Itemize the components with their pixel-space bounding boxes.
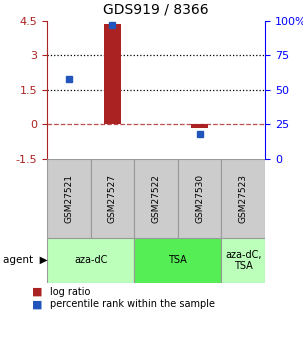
Bar [178,159,221,238]
Text: ■: ■ [32,299,42,309]
Text: GSM27527: GSM27527 [108,174,117,223]
Bar [91,159,134,238]
Bar [47,238,134,283]
Bar [134,159,178,238]
Text: aza-dC: aza-dC [74,256,107,265]
Bar [221,238,265,283]
Bar [104,24,121,124]
Bar [134,238,221,283]
Text: aza-dC,
TSA: aza-dC, TSA [225,250,261,271]
Text: ■: ■ [32,287,42,296]
Title: GDS919 / 8366: GDS919 / 8366 [103,3,209,17]
Text: GSM27521: GSM27521 [64,174,73,223]
Bar [191,124,208,128]
Bar [221,159,265,238]
Text: agent  ▶: agent ▶ [3,256,48,265]
Text: TSA: TSA [168,256,187,265]
Text: GSM27523: GSM27523 [239,174,248,223]
Text: GSM27530: GSM27530 [195,174,204,223]
Text: GSM27522: GSM27522 [152,174,161,223]
Text: percentile rank within the sample: percentile rank within the sample [50,299,215,309]
Bar [47,159,91,238]
Text: log ratio: log ratio [50,287,90,296]
